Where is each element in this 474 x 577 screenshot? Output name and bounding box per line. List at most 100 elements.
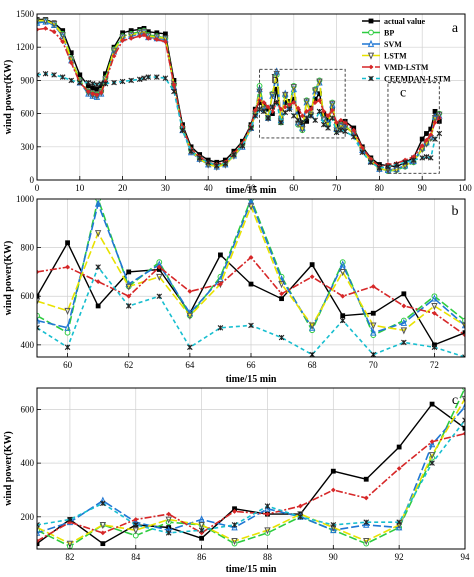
- x-tick-label: 10: [75, 183, 85, 193]
- data-point: [37, 524, 41, 532]
- data-point: [393, 161, 400, 168]
- data-point: [37, 72, 40, 78]
- legend-entry: actual value: [384, 17, 426, 26]
- series-line-svm: [37, 406, 465, 534]
- data-point: [68, 50, 74, 56]
- data-point: [431, 115, 439, 123]
- data-point: [213, 162, 220, 169]
- data-point: [339, 260, 346, 268]
- data-point: [461, 395, 465, 403]
- data-point: [187, 344, 193, 351]
- data-point: [461, 322, 465, 330]
- data-point: [43, 25, 48, 31]
- data-point: [363, 495, 369, 501]
- data-point: [282, 100, 288, 105]
- data-point: [231, 522, 238, 528]
- data-point: [232, 506, 237, 512]
- data-point: [423, 153, 430, 160]
- data-point: [350, 134, 357, 140]
- chart-panel-b: 60 62 64 66 68 70 72 400 600 800 1000 time/15 min wi…: [3, 194, 466, 385]
- data-point: [205, 159, 211, 166]
- data-point: [279, 296, 284, 302]
- x-tick-label: 66: [247, 360, 257, 370]
- x-tick-label: 90: [418, 183, 428, 193]
- data-point: [94, 82, 100, 88]
- data-point: [102, 76, 109, 84]
- series-line-bp: [37, 388, 465, 548]
- data-point: [337, 122, 345, 131]
- x-tick-label: 72: [430, 360, 439, 370]
- data-point: [325, 125, 331, 131]
- x-tick-label: 100: [458, 183, 472, 193]
- data-point: [125, 303, 132, 309]
- y-tick-label: 0: [30, 175, 35, 185]
- data-point: [278, 334, 285, 341]
- data-point: [432, 120, 438, 125]
- data-point: [196, 155, 203, 161]
- data-point: [37, 298, 41, 306]
- data-point: [141, 32, 147, 38]
- x-tick-label: 68: [308, 360, 318, 370]
- data-point: [309, 262, 315, 268]
- data-point: [153, 34, 161, 42]
- y-tick-label: 200: [21, 512, 35, 522]
- data-point: [188, 148, 194, 155]
- data-point: [299, 113, 305, 119]
- data-point: [429, 401, 435, 407]
- data-point: [419, 136, 425, 142]
- data-point: [198, 527, 205, 534]
- data-point: [287, 102, 292, 108]
- data-point: [330, 487, 336, 493]
- data-point: [316, 78, 323, 86]
- data-point: [217, 325, 224, 331]
- data-point: [363, 476, 369, 482]
- data-point: [132, 522, 139, 528]
- data-point: [462, 431, 465, 437]
- data-point: [329, 107, 335, 113]
- data-point: [100, 541, 106, 547]
- data-point: [132, 527, 139, 535]
- zoom-region-label: c: [400, 86, 406, 101]
- data-point: [247, 203, 255, 211]
- x-tick-label: 84: [131, 552, 141, 562]
- data-point: [303, 115, 310, 121]
- data-point: [431, 303, 438, 311]
- data-point: [462, 425, 465, 431]
- data-point: [312, 87, 319, 95]
- data-point: [264, 527, 271, 535]
- data-point: [37, 541, 40, 547]
- x-tick-label: 82: [65, 552, 74, 562]
- data-point: [410, 157, 417, 163]
- legend-entry: LSTM: [384, 52, 407, 61]
- data-point: [370, 322, 377, 330]
- y-tick-label: 300: [21, 142, 35, 152]
- data-point: [42, 17, 49, 25]
- legend-marker: [368, 18, 374, 24]
- data-point: [94, 199, 102, 207]
- data-point: [317, 97, 322, 103]
- data-point: [339, 317, 346, 324]
- data-point: [154, 74, 160, 80]
- data-point: [198, 515, 205, 523]
- data-point: [37, 325, 40, 331]
- data-point: [432, 136, 438, 142]
- data-point: [419, 155, 425, 161]
- legend-marker: [368, 64, 374, 70]
- data-point: [279, 291, 284, 297]
- data-point: [396, 466, 402, 471]
- x-tick-label: 86: [197, 552, 207, 562]
- data-point: [127, 32, 135, 40]
- panel-label: b: [452, 204, 459, 219]
- data-point: [37, 528, 41, 536]
- y-tick-label: 600: [21, 109, 35, 119]
- data-point: [340, 293, 346, 299]
- data-point: [304, 118, 310, 124]
- data-point: [59, 74, 66, 80]
- data-point: [308, 322, 316, 330]
- data-point: [320, 121, 327, 128]
- series-line-lstm: [37, 398, 465, 545]
- x-tick-label: 80: [375, 183, 385, 193]
- data-point: [400, 327, 408, 335]
- data-point: [67, 516, 73, 523]
